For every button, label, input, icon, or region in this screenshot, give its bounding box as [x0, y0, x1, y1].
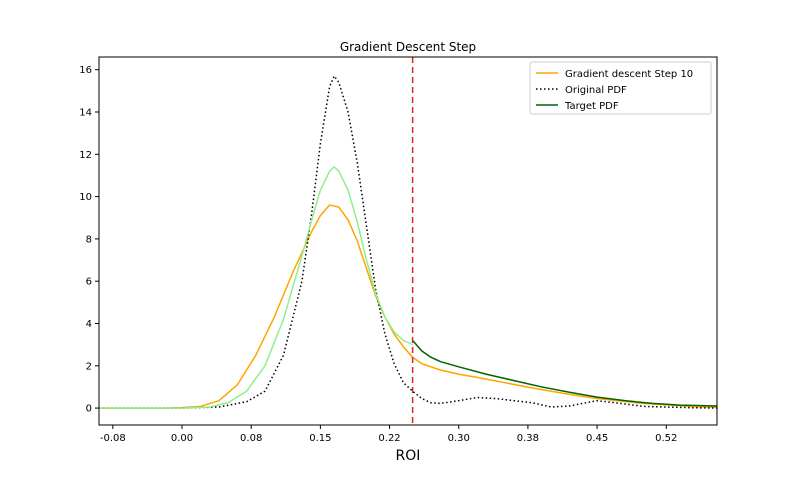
- legend: Gradient descent Step 10 Original PDF Ta…: [529, 61, 712, 115]
- y-tick-label: 8: [86, 234, 92, 245]
- legend-label-step10: Gradient descent Step 10: [565, 69, 693, 80]
- x-tick-label: 0.08: [240, 433, 262, 444]
- y-tick-label: 12: [79, 150, 92, 161]
- x-tick-label: -0.08: [100, 433, 126, 444]
- y-tick-label: 6: [86, 277, 92, 288]
- chart-title: Gradient Descent Step: [340, 40, 476, 54]
- y-tick-label: 4: [86, 319, 92, 330]
- series-line-0: [99, 204, 717, 409]
- legend-label-original: Original PDF: [565, 85, 627, 96]
- axes-frame: [98, 56, 718, 426]
- y-tick-label: 10: [79, 192, 92, 203]
- x-tick-label: 0.52: [655, 433, 677, 444]
- legend-box: [529, 61, 712, 115]
- x-tick-label: 0.15: [309, 433, 331, 444]
- y-tick-label: 14: [79, 107, 92, 118]
- legend-label-target: Target PDF: [564, 101, 619, 112]
- series-line-1: [99, 75, 717, 409]
- y-tick-label: 16: [79, 65, 92, 76]
- x-tick-label: 0.22: [378, 433, 400, 444]
- x-tick-label: 0.00: [171, 433, 193, 444]
- plot-area: -0.08 0.00 0.08 0.15 0.22 0.30 0.38 0.45 0.52 0 2 4…: [79, 56, 718, 444]
- x-tick-label: 0.38: [517, 433, 539, 444]
- y-tick-label: 0: [86, 404, 92, 415]
- series-line-3: [412, 339, 717, 407]
- y-tick-label: 2: [86, 361, 92, 372]
- x-tick-label: 0.45: [586, 433, 608, 444]
- series-line-2: [99, 166, 413, 409]
- x-axis-label: ROI: [396, 448, 421, 464]
- x-tick-label: 0.30: [448, 433, 470, 444]
